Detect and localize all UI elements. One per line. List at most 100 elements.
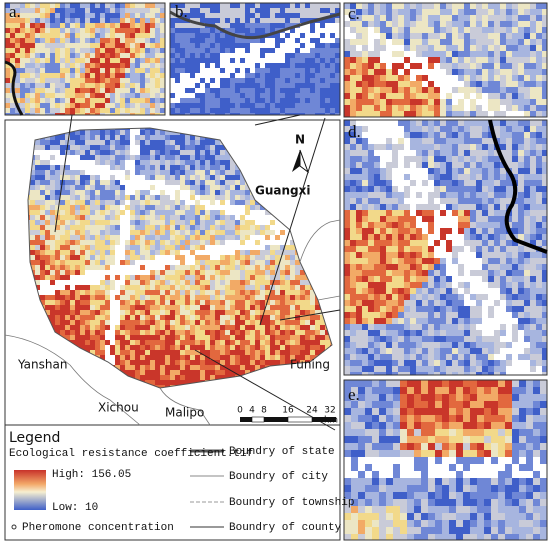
raster-cell xyxy=(320,73,326,79)
raster-cell xyxy=(215,155,221,161)
raster-cell xyxy=(50,130,56,136)
raster-cell xyxy=(80,33,86,39)
raster-cell xyxy=(25,113,31,115)
raster-cell xyxy=(260,170,266,176)
raster-cell xyxy=(60,88,66,94)
raster-cell xyxy=(235,3,241,9)
raster-cell xyxy=(320,8,326,14)
raster-cell xyxy=(220,88,226,94)
raster-cell xyxy=(362,360,369,367)
raster-cell xyxy=(30,38,36,44)
raster-cell xyxy=(368,312,375,319)
raster-cell xyxy=(434,168,441,175)
raster-cell xyxy=(494,156,501,163)
raster-cell xyxy=(150,88,156,94)
raster-cell xyxy=(374,93,381,100)
raster-cell xyxy=(190,83,196,89)
raster-cell xyxy=(500,39,507,46)
raster-cell xyxy=(404,162,411,169)
raster-cell xyxy=(488,204,495,211)
raster-cell xyxy=(372,513,380,521)
raster-cell xyxy=(75,53,81,59)
raster-cell xyxy=(230,165,236,171)
raster-cell xyxy=(500,9,507,16)
raster-cell xyxy=(130,23,136,29)
raster-cell xyxy=(488,150,495,157)
raster-cell xyxy=(500,318,507,325)
raster-cell xyxy=(120,68,126,74)
raster-cell xyxy=(494,336,501,343)
raster-cell xyxy=(435,464,443,472)
raster-cell xyxy=(446,156,453,163)
raster-cell xyxy=(95,145,101,151)
raster-cell xyxy=(505,450,513,458)
raster-cell xyxy=(456,520,464,528)
raster-cell xyxy=(442,471,450,479)
raster-cell xyxy=(464,132,471,139)
raster-cell xyxy=(458,240,465,247)
raster-cell xyxy=(404,258,411,265)
raster-cell xyxy=(80,28,86,34)
raster-cell xyxy=(305,3,311,9)
raster-cell xyxy=(50,28,56,34)
raster-cell xyxy=(260,58,266,64)
raster-cell xyxy=(315,3,321,9)
raster-cell xyxy=(100,103,106,109)
raster-cell xyxy=(315,53,321,59)
raster-cell xyxy=(50,23,56,29)
raster-cell xyxy=(410,138,417,145)
raster-cell xyxy=(422,81,429,88)
raster-cell xyxy=(235,78,241,84)
raster-cell xyxy=(379,450,387,458)
raster-cell xyxy=(536,216,543,223)
raster-cell xyxy=(275,128,281,131)
raster-cell xyxy=(494,312,501,319)
raster-cell xyxy=(428,81,435,88)
raster-cell xyxy=(205,3,211,9)
raster-cell xyxy=(344,21,351,28)
raster-cell xyxy=(482,111,489,117)
raster-cell xyxy=(518,330,525,337)
raster-cell xyxy=(506,246,513,253)
raster-cell xyxy=(477,499,485,507)
raster-cell xyxy=(325,13,331,19)
raster-cell xyxy=(225,150,231,156)
raster-cell xyxy=(449,443,457,451)
raster-cell xyxy=(506,99,513,106)
raster-cell xyxy=(170,18,176,24)
raster-cell xyxy=(85,28,91,34)
raster-cell xyxy=(65,113,71,115)
raster-cell xyxy=(488,372,495,375)
raster-cell xyxy=(245,93,251,99)
raster-cell xyxy=(65,83,71,89)
raster-cell xyxy=(110,83,116,89)
raster-cell xyxy=(265,73,271,79)
raster-cell xyxy=(463,534,471,540)
raster-cell xyxy=(190,78,196,84)
raster-cell xyxy=(120,83,126,89)
raster-cell xyxy=(270,43,276,49)
raster-cell xyxy=(160,23,165,29)
raster-cell xyxy=(275,58,281,64)
raster-cell xyxy=(536,126,543,133)
raster-cell xyxy=(358,478,366,486)
raster-cell xyxy=(285,130,291,136)
raster-cell xyxy=(140,135,146,141)
raster-cell xyxy=(280,93,286,99)
raster-cell xyxy=(110,63,116,69)
raster-cell xyxy=(476,27,483,34)
raster-cell xyxy=(362,138,369,145)
raster-cell xyxy=(398,270,405,277)
raster-cell xyxy=(344,69,351,76)
raster-cell xyxy=(300,113,306,115)
raster-cell xyxy=(422,138,429,145)
raster-cell xyxy=(536,294,543,301)
raster-cell xyxy=(500,348,507,355)
raster-cell xyxy=(115,8,121,14)
raster-cell xyxy=(416,348,423,355)
raster-cell xyxy=(305,135,311,141)
raster-cell xyxy=(160,130,166,136)
raster-cell xyxy=(344,270,351,277)
raster-cell xyxy=(135,13,141,19)
raster-cell xyxy=(452,3,459,10)
